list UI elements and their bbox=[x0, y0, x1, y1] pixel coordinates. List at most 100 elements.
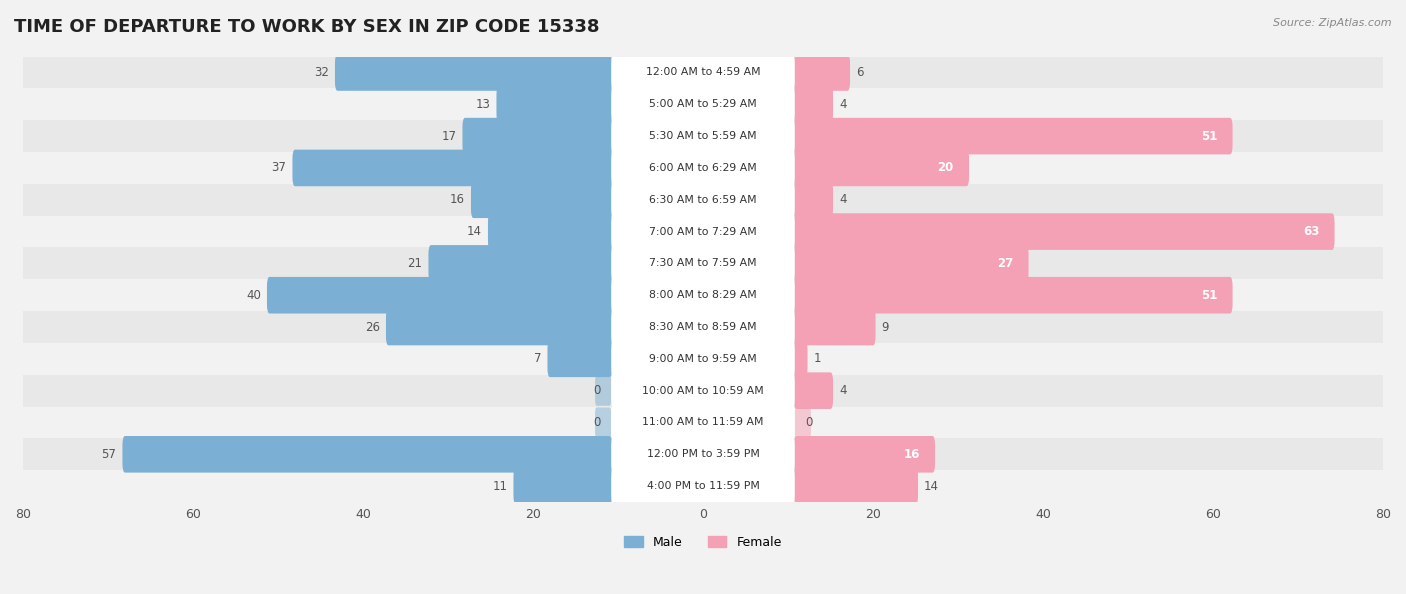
Bar bbox=[22, 216, 1384, 248]
FancyBboxPatch shape bbox=[513, 468, 612, 504]
Bar bbox=[22, 120, 1384, 152]
Legend: Male, Female: Male, Female bbox=[619, 530, 787, 554]
Text: 4: 4 bbox=[839, 193, 846, 206]
Text: 8:30 AM to 8:59 AM: 8:30 AM to 8:59 AM bbox=[650, 322, 756, 332]
FancyBboxPatch shape bbox=[612, 404, 794, 441]
FancyBboxPatch shape bbox=[612, 309, 794, 345]
FancyBboxPatch shape bbox=[794, 118, 1233, 154]
Text: 63: 63 bbox=[1303, 225, 1319, 238]
FancyBboxPatch shape bbox=[612, 245, 794, 282]
Bar bbox=[22, 56, 1384, 89]
FancyBboxPatch shape bbox=[612, 54, 794, 91]
Text: 0: 0 bbox=[593, 384, 600, 397]
FancyBboxPatch shape bbox=[471, 181, 612, 218]
FancyBboxPatch shape bbox=[612, 213, 794, 250]
Text: 40: 40 bbox=[246, 289, 262, 302]
FancyBboxPatch shape bbox=[387, 309, 612, 345]
Text: 27: 27 bbox=[997, 257, 1014, 270]
Text: 32: 32 bbox=[314, 66, 329, 79]
Bar bbox=[22, 311, 1384, 343]
Text: 7:30 AM to 7:59 AM: 7:30 AM to 7:59 AM bbox=[650, 258, 756, 268]
FancyBboxPatch shape bbox=[794, 181, 832, 218]
Text: 57: 57 bbox=[101, 448, 117, 461]
Text: 12:00 AM to 4:59 AM: 12:00 AM to 4:59 AM bbox=[645, 68, 761, 77]
Text: 6:30 AM to 6:59 AM: 6:30 AM to 6:59 AM bbox=[650, 195, 756, 205]
Text: 10:00 AM to 10:59 AM: 10:00 AM to 10:59 AM bbox=[643, 386, 763, 396]
FancyBboxPatch shape bbox=[612, 86, 794, 122]
Text: 20: 20 bbox=[938, 162, 953, 175]
Text: 0: 0 bbox=[593, 416, 600, 429]
Text: 7: 7 bbox=[534, 352, 541, 365]
FancyBboxPatch shape bbox=[612, 436, 794, 473]
Text: 51: 51 bbox=[1201, 289, 1218, 302]
Bar bbox=[22, 438, 1384, 470]
Text: 5:00 AM to 5:29 AM: 5:00 AM to 5:29 AM bbox=[650, 99, 756, 109]
Text: 12:00 PM to 3:59 PM: 12:00 PM to 3:59 PM bbox=[647, 449, 759, 459]
Bar bbox=[22, 152, 1384, 184]
Text: 6:00 AM to 6:29 AM: 6:00 AM to 6:29 AM bbox=[650, 163, 756, 173]
Text: 5:30 AM to 5:59 AM: 5:30 AM to 5:59 AM bbox=[650, 131, 756, 141]
FancyBboxPatch shape bbox=[335, 54, 612, 91]
Text: 51: 51 bbox=[1201, 129, 1218, 143]
FancyBboxPatch shape bbox=[612, 181, 794, 218]
Text: Source: ZipAtlas.com: Source: ZipAtlas.com bbox=[1274, 18, 1392, 28]
Bar bbox=[22, 470, 1384, 502]
FancyBboxPatch shape bbox=[292, 150, 612, 187]
FancyBboxPatch shape bbox=[794, 213, 1334, 250]
Text: 16: 16 bbox=[904, 448, 920, 461]
FancyBboxPatch shape bbox=[463, 118, 612, 154]
Text: 7:00 AM to 7:29 AM: 7:00 AM to 7:29 AM bbox=[650, 226, 756, 236]
FancyBboxPatch shape bbox=[794, 86, 832, 122]
Text: 1: 1 bbox=[814, 352, 821, 365]
FancyBboxPatch shape bbox=[612, 118, 794, 154]
Text: 4:00 PM to 11:59 PM: 4:00 PM to 11:59 PM bbox=[647, 481, 759, 491]
Bar bbox=[22, 279, 1384, 311]
Bar bbox=[22, 248, 1384, 279]
FancyBboxPatch shape bbox=[429, 245, 612, 282]
Text: 37: 37 bbox=[271, 162, 287, 175]
Text: 13: 13 bbox=[475, 98, 491, 111]
FancyBboxPatch shape bbox=[612, 340, 794, 377]
Text: 11: 11 bbox=[492, 479, 508, 492]
FancyBboxPatch shape bbox=[612, 468, 794, 504]
FancyBboxPatch shape bbox=[794, 372, 832, 409]
Text: 21: 21 bbox=[408, 257, 422, 270]
FancyBboxPatch shape bbox=[267, 277, 612, 314]
FancyBboxPatch shape bbox=[794, 309, 876, 345]
FancyBboxPatch shape bbox=[496, 86, 612, 122]
Bar bbox=[22, 406, 1384, 438]
Text: 8:00 AM to 8:29 AM: 8:00 AM to 8:29 AM bbox=[650, 290, 756, 300]
Bar bbox=[22, 375, 1384, 406]
Text: 26: 26 bbox=[366, 321, 380, 334]
FancyBboxPatch shape bbox=[547, 340, 612, 377]
Text: TIME OF DEPARTURE TO WORK BY SEX IN ZIP CODE 15338: TIME OF DEPARTURE TO WORK BY SEX IN ZIP … bbox=[14, 18, 599, 36]
Text: 6: 6 bbox=[856, 66, 863, 79]
FancyBboxPatch shape bbox=[794, 407, 811, 438]
FancyBboxPatch shape bbox=[595, 407, 612, 438]
FancyBboxPatch shape bbox=[122, 436, 612, 473]
FancyBboxPatch shape bbox=[794, 150, 969, 187]
FancyBboxPatch shape bbox=[794, 436, 935, 473]
FancyBboxPatch shape bbox=[794, 54, 851, 91]
Text: 17: 17 bbox=[441, 129, 457, 143]
Text: 9:00 AM to 9:59 AM: 9:00 AM to 9:59 AM bbox=[650, 354, 756, 364]
Text: 11:00 AM to 11:59 AM: 11:00 AM to 11:59 AM bbox=[643, 418, 763, 428]
FancyBboxPatch shape bbox=[794, 340, 807, 377]
Text: 4: 4 bbox=[839, 384, 846, 397]
FancyBboxPatch shape bbox=[794, 468, 918, 504]
Text: 0: 0 bbox=[806, 416, 813, 429]
Text: 14: 14 bbox=[467, 225, 482, 238]
FancyBboxPatch shape bbox=[794, 277, 1233, 314]
Text: 9: 9 bbox=[882, 321, 889, 334]
Bar bbox=[22, 89, 1384, 120]
Text: 16: 16 bbox=[450, 193, 465, 206]
Bar bbox=[22, 184, 1384, 216]
Text: 14: 14 bbox=[924, 479, 939, 492]
FancyBboxPatch shape bbox=[794, 245, 1029, 282]
Bar bbox=[22, 343, 1384, 375]
FancyBboxPatch shape bbox=[612, 277, 794, 314]
FancyBboxPatch shape bbox=[612, 372, 794, 409]
Text: 4: 4 bbox=[839, 98, 846, 111]
FancyBboxPatch shape bbox=[488, 213, 612, 250]
FancyBboxPatch shape bbox=[612, 150, 794, 187]
